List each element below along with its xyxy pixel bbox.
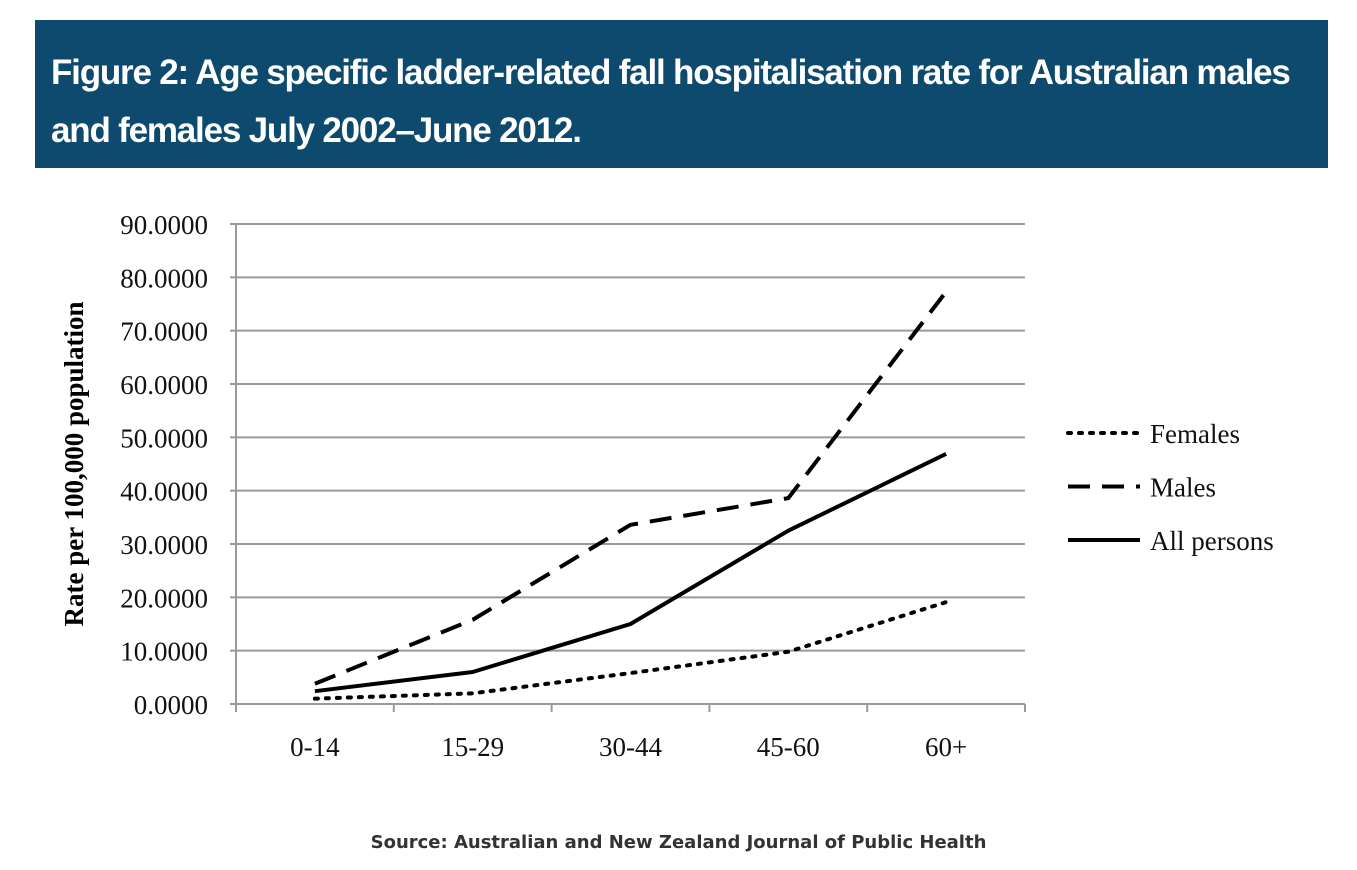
y-tick-label: 30.0000 bbox=[120, 530, 208, 560]
series-line-all-persons bbox=[314, 452, 947, 694]
series-line-females bbox=[312, 600, 949, 701]
y-tick-label: 10.0000 bbox=[120, 637, 208, 667]
legend-label: Males bbox=[1150, 473, 1216, 503]
y-tick-label: 90.0000 bbox=[120, 210, 208, 240]
y-tick-label: 0.0000 bbox=[134, 690, 208, 720]
y-tick-label: 20.0000 bbox=[120, 583, 208, 613]
y-tick-label: 60.0000 bbox=[120, 370, 208, 400]
x-tick-label: 45-60 bbox=[757, 732, 820, 762]
legend-label: Females bbox=[1150, 419, 1240, 449]
figure-title-banner: Figure 2: Age specific ladder-related fa… bbox=[35, 20, 1328, 168]
y-tick-label: 80.0000 bbox=[120, 263, 208, 293]
y-tick-label: 50.0000 bbox=[120, 423, 208, 453]
series-line-males bbox=[314, 290, 948, 686]
x-tick-label: 60+ bbox=[925, 732, 967, 762]
x-tick-label: 15-29 bbox=[441, 732, 504, 762]
x-tick-label: 0-14 bbox=[290, 732, 340, 762]
figure-title: Figure 2: Age specific ladder-related fa… bbox=[51, 53, 1291, 150]
y-tick-label: 70.0000 bbox=[120, 317, 208, 347]
legend-label: All persons bbox=[1150, 526, 1274, 556]
source-caption: Source: Australian and New Zealand Journ… bbox=[370, 832, 987, 853]
y-axis-label: Rate per 100,000 population bbox=[59, 301, 89, 626]
y-tick-label: 40.0000 bbox=[120, 477, 208, 507]
x-tick-label: 30-44 bbox=[599, 732, 662, 762]
